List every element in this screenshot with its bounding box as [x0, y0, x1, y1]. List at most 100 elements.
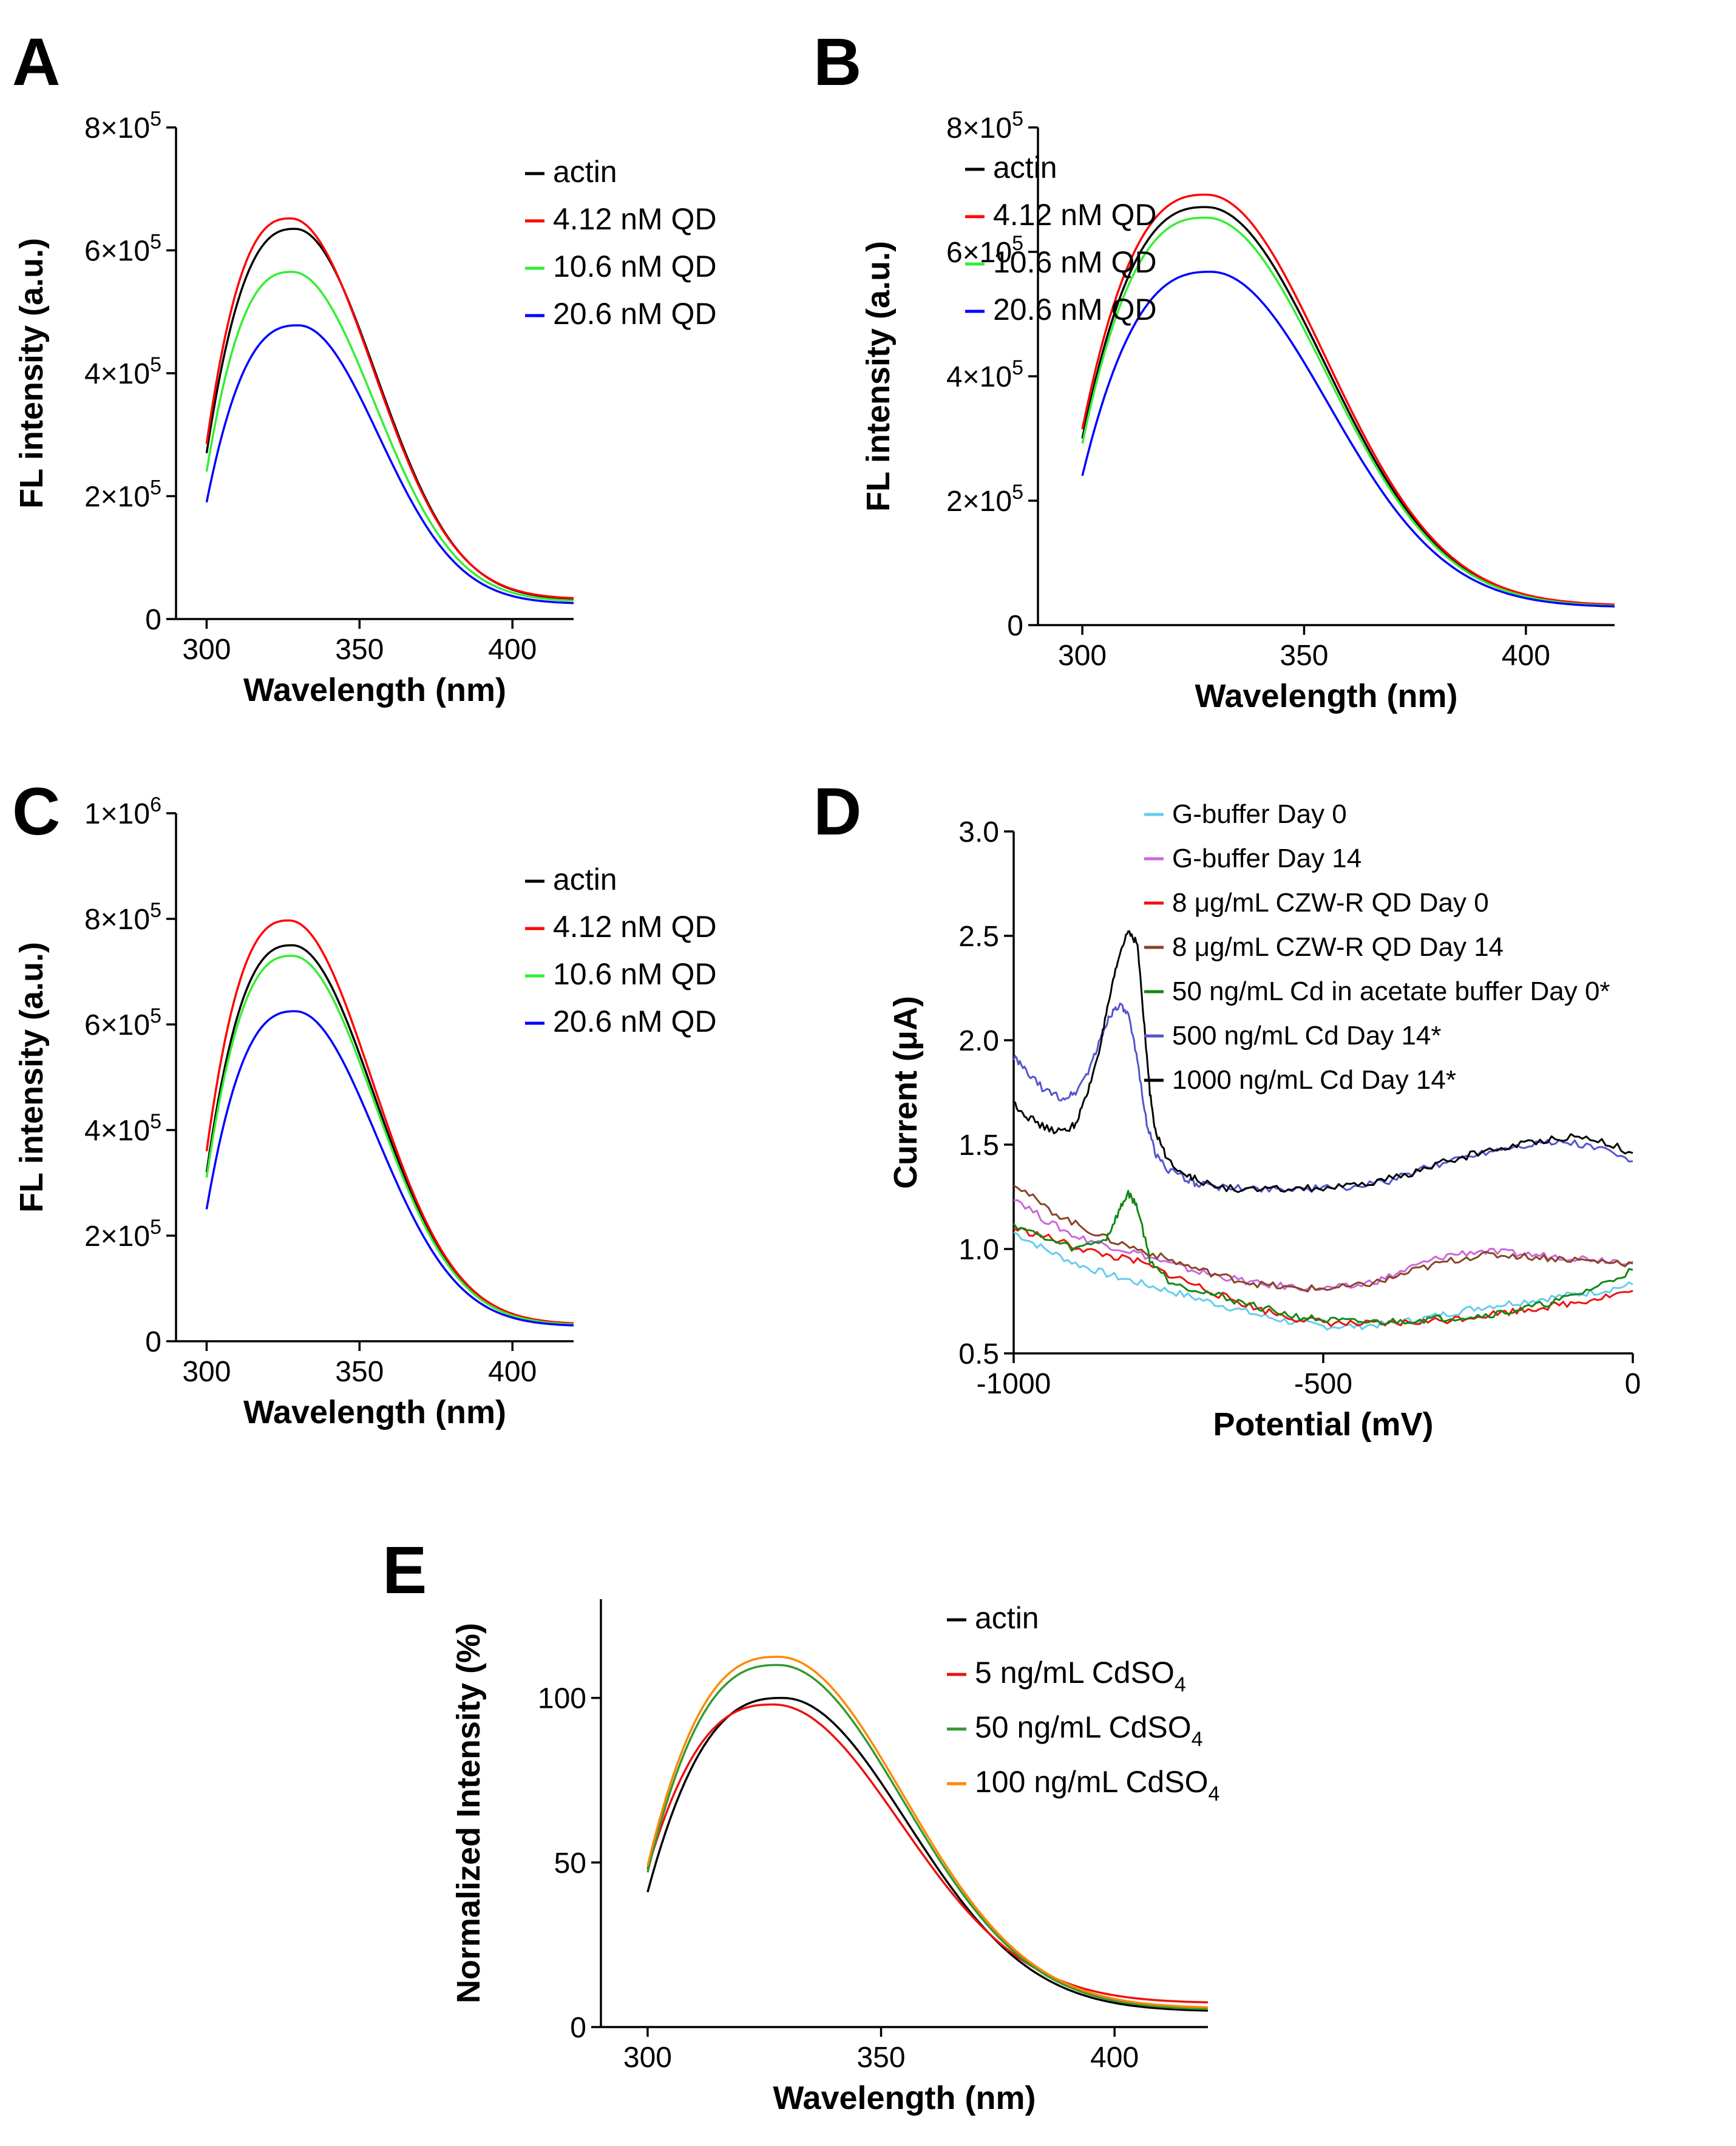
legend-label: actin	[975, 1601, 1039, 1635]
y-tick-label: 0	[570, 2012, 586, 2044]
series-line	[205, 217, 574, 600]
y-tick-label: 8×105	[946, 107, 1023, 144]
y-tick-label: 6×105	[84, 231, 161, 268]
legend-label: 500 ng/mL Cd Day 14*	[1172, 1021, 1442, 1051]
y-tick-label: 3.0	[958, 816, 999, 848]
series-line	[205, 955, 574, 1325]
panel-c: C 0 2×105 4×105 6×105 8×105 1×106 300 350 400 Wave…	[12, 774, 717, 1430]
x-tick-label: 350	[1280, 640, 1328, 672]
y-tick-label: 50	[554, 1847, 586, 1880]
y-tick-label: 4×105	[946, 356, 1023, 393]
legend-label: 100 ng/mL CdSO4	[975, 1765, 1219, 1806]
y-tick-label: 2.5	[958, 921, 999, 953]
y-axis-title: Normalized Intensity (%)	[450, 1623, 487, 2003]
series-line	[1013, 930, 1633, 1193]
x-axis-title: Wavelength (nm)	[243, 1394, 506, 1430]
y-tick-label: 2.0	[958, 1025, 999, 1057]
x-tick-label: 400	[488, 1356, 537, 1388]
y-tick-label: 4×105	[84, 353, 161, 390]
legend-label: 4.12 nM QD	[993, 198, 1157, 232]
panel-a: A 0 2×105 4×105 6×105 8×105 300 350 400 Wavelengt…	[12, 25, 717, 708]
panel-letter: B	[813, 25, 861, 100]
legend-label: G-buffer Day 0	[1172, 799, 1347, 829]
series-line	[1081, 216, 1615, 607]
legend-label: G-buffer Day 14	[1172, 844, 1361, 873]
series-line	[646, 1696, 1209, 2012]
series-line	[646, 1703, 1209, 2004]
x-axis-title: Wavelength (nm)	[773, 2080, 1036, 2116]
legend-label: 50 ng/mL Cd in acetate buffer Day 0*	[1172, 977, 1610, 1006]
legend-label: 8 μg/mL CZW-R QD Day 14	[1172, 932, 1504, 962]
x-axis-title: Wavelength (nm)	[1195, 678, 1457, 714]
panel-e: E 0 50 100 300 350 400 Wavelength (nm) Normalize…	[382, 1533, 1219, 2116]
legend-label: 10.6 nM QD	[993, 245, 1157, 279]
y-tick-label: 0	[145, 604, 161, 636]
panel-letter: A	[12, 25, 60, 100]
y-tick-label: 2×105	[84, 476, 161, 513]
x-tick-label: 400	[1502, 640, 1550, 672]
series-line	[1081, 271, 1615, 608]
x-tick-label: 400	[488, 634, 537, 666]
series-line	[646, 1656, 1209, 2009]
panel-letter: E	[382, 1533, 427, 1608]
legend-label: 1000 ng/mL Cd Day 14*	[1172, 1065, 1456, 1095]
y-axis-title: FL intensity (a.u.)	[13, 238, 50, 509]
x-tick-label: 300	[182, 1356, 231, 1388]
legend-label: 20.6 nM QD	[553, 297, 717, 331]
legend-label: 4.12 nM QD	[553, 910, 717, 944]
panel-d: D 0.5 1.0 1.5 2.0 2.5 3.0 -1000 -500 0 Potential (…	[813, 774, 1641, 1443]
legend-label: 50 ng/mL CdSO4	[975, 1710, 1203, 1751]
series-line	[646, 1664, 1209, 2010]
legend-label: 4.12 nM QD	[553, 202, 717, 236]
legend-label: 10.6 nM QD	[553, 957, 717, 991]
x-tick-label: 300	[623, 2042, 672, 2074]
series-line	[205, 919, 574, 1325]
series-line	[205, 324, 574, 604]
legend-label: 20.6 nM QD	[993, 293, 1157, 327]
series-line	[205, 1010, 574, 1327]
y-tick-label: 8×105	[84, 899, 161, 936]
y-axis-title: FL intensity (a.u.)	[860, 241, 897, 512]
legend-label: 8 μg/mL CZW-R QD Day 0	[1172, 888, 1489, 918]
x-tick-label: 400	[1090, 2042, 1139, 2074]
y-tick-label: 6×105	[84, 1004, 161, 1041]
legend-label: actin	[993, 151, 1057, 184]
y-axis-title: FL intensity (a.u.)	[13, 942, 50, 1213]
series-line	[205, 271, 574, 602]
legend-label: actin	[553, 862, 617, 896]
y-tick-label: 2×105	[946, 481, 1023, 518]
x-tick-label: 350	[335, 1356, 384, 1388]
y-axis-title: Current (μA)	[887, 996, 924, 1189]
y-tick-label: 1×106	[84, 793, 161, 830]
series-line	[1013, 1231, 1633, 1331]
y-tick-label: 100	[538, 1683, 586, 1715]
panel-letter: D	[813, 774, 861, 849]
y-tick-label: 0.5	[958, 1338, 999, 1370]
y-tick-label: 1.5	[958, 1129, 999, 1162]
x-axis-title: Wavelength (nm)	[243, 672, 506, 708]
series-line	[1081, 193, 1615, 606]
x-tick-label: 300	[182, 634, 231, 666]
x-tick-label: 350	[856, 2042, 905, 2074]
legend-label: 20.6 nM QD	[553, 1004, 717, 1038]
series-line	[1013, 1185, 1633, 1293]
legend-label: 10.6 nM QD	[553, 249, 717, 283]
x-tick-label: 350	[335, 634, 384, 666]
legend-label: 5 ng/mL CdSO4	[975, 1656, 1186, 1696]
y-tick-label: 8×105	[84, 107, 161, 144]
x-tick-label: 0	[1625, 1368, 1641, 1400]
x-tick-label: 300	[1058, 640, 1107, 672]
series-line	[1013, 1227, 1633, 1327]
y-tick-label: 2×105	[84, 1216, 161, 1253]
y-tick-label: 0	[1007, 610, 1023, 642]
panel-letter: C	[12, 774, 60, 849]
x-axis-title: Potential (mV)	[1213, 1406, 1433, 1443]
x-tick-label: -1000	[977, 1368, 1051, 1400]
y-tick-label: 1.0	[958, 1234, 999, 1266]
y-tick-label: 0	[145, 1326, 161, 1358]
legend-label: actin	[553, 155, 617, 189]
y-tick-label: 4×105	[84, 1110, 161, 1147]
series-line	[1012, 1190, 1633, 1325]
